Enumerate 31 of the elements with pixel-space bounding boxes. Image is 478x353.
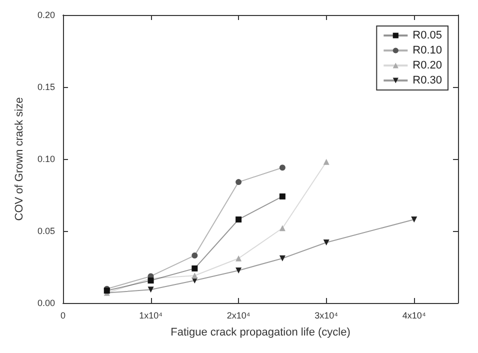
x-tick-label: 0 [60, 310, 66, 320]
point [192, 265, 198, 272]
point [236, 255, 242, 262]
legend-label: R0.20 [412, 60, 442, 72]
point [148, 286, 154, 293]
y-tick-label: 0.20 [37, 10, 55, 20]
point [279, 193, 286, 200]
point [411, 216, 418, 222]
point [192, 272, 198, 279]
x-tick-label: 3x10⁴ [314, 310, 338, 320]
legend-label: R0.10 [412, 44, 442, 56]
x-tick-label: 2x10⁴ [226, 310, 250, 320]
x-tick-label: 4x10⁴ [402, 310, 426, 320]
point [323, 158, 330, 165]
x-axis-title: Fatigue crack propagation life (cycle) [170, 326, 350, 338]
legend-label: R0.05 [412, 30, 442, 42]
point [279, 164, 286, 171]
y-tick-label: 0.15 [37, 82, 55, 92]
point [192, 252, 198, 258]
point [236, 216, 242, 222]
y-axis-title: COV of Grown crack size [14, 97, 26, 221]
y-tick-label: 0.05 [37, 226, 55, 236]
legend-label: R0.30 [412, 74, 442, 86]
point [323, 240, 330, 246]
point [279, 255, 286, 262]
point [236, 267, 242, 274]
point [279, 225, 286, 232]
x-tick-label: 1x10⁴ [139, 310, 163, 320]
point [236, 179, 242, 186]
y-tick-label: 0.10 [37, 154, 55, 164]
y-tick-label: 0.00 [37, 298, 55, 308]
